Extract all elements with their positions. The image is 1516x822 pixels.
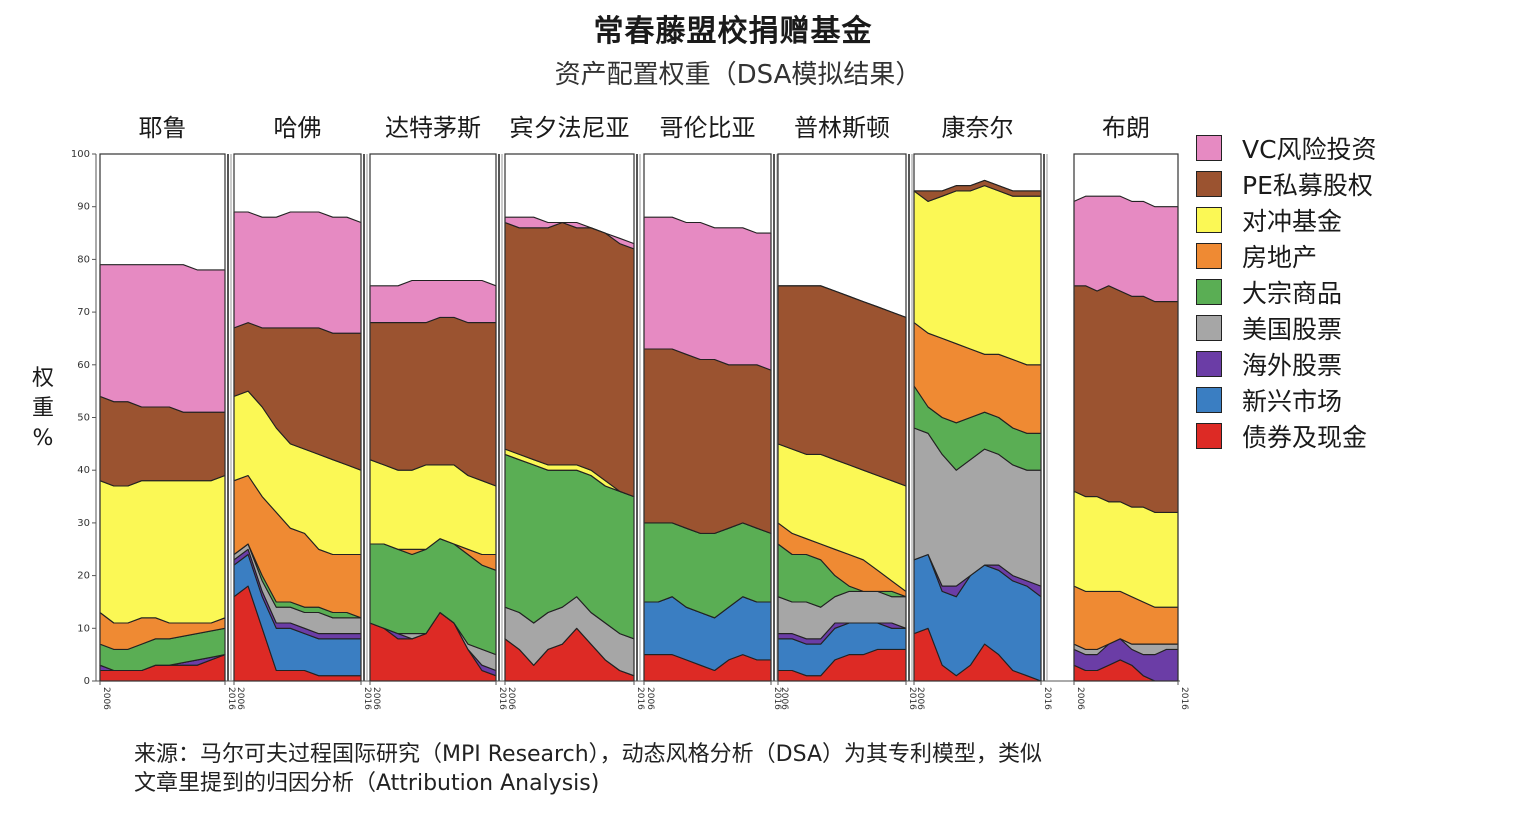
panel: 哥伦比亚 2006 2016 bbox=[643, 114, 782, 710]
panel: 布朗 2006 2016 bbox=[1073, 114, 1189, 710]
panel-frame bbox=[504, 153, 635, 682]
y-tick-label: 70 bbox=[77, 307, 90, 318]
x-tick-label: 2006 bbox=[101, 687, 111, 710]
x-tick-label: 2006 bbox=[779, 687, 789, 710]
y-tick-label: 100 bbox=[71, 149, 90, 160]
legend-swatch bbox=[1196, 351, 1222, 377]
source-line: 文章里提到的归因分析（Attribution Analysis) bbox=[134, 771, 600, 796]
y-axis-label: 权 重 % bbox=[28, 364, 58, 454]
panel-frame bbox=[777, 153, 907, 682]
y-axis-label-char: 权 bbox=[31, 366, 54, 391]
panel-frame bbox=[1073, 153, 1179, 682]
legend-swatch bbox=[1196, 243, 1222, 269]
source-line: 来源：马尔可夫过程国际研究（MPI Research），动态风格分析（DSA）为… bbox=[134, 742, 1043, 767]
y-tick-label: 80 bbox=[77, 254, 90, 265]
chart-subtitle: 资产配置权重（DSA模拟结果） bbox=[554, 60, 922, 90]
x-tick-label: 2016 bbox=[635, 687, 645, 710]
legend-swatch bbox=[1196, 315, 1222, 341]
panel: 康奈尔 2006 2016 bbox=[913, 114, 1052, 710]
panel: 达特茅斯 2006 2016 bbox=[369, 114, 507, 710]
panel: 宾夕法尼亚 2006 2016 bbox=[504, 114, 645, 710]
area-2 bbox=[99, 474, 226, 624]
area-1 bbox=[369, 316, 497, 487]
legend-swatch bbox=[1196, 171, 1222, 197]
panel-frame bbox=[643, 153, 772, 682]
panel-title: 康奈尔 bbox=[942, 114, 1014, 142]
panel-frame bbox=[913, 153, 1042, 682]
legend-label: 新兴市场 bbox=[1242, 387, 1343, 416]
source-note: 来源：马尔可夫过程国际研究（MPI Research），动态风格分析（DSA）为… bbox=[134, 740, 1042, 798]
x-tick-label: 2006 bbox=[915, 687, 925, 710]
legend-label: 大宗商品 bbox=[1242, 279, 1343, 308]
legend-item: 债券及现金 bbox=[1196, 418, 1377, 454]
panel-title: 耶鲁 bbox=[139, 114, 187, 142]
panel-title: 宾夕法尼亚 bbox=[510, 114, 630, 142]
legend-swatch bbox=[1196, 207, 1222, 233]
y-tick-label: 10 bbox=[77, 623, 90, 634]
area-0 bbox=[369, 279, 497, 324]
panel-title: 达特茅斯 bbox=[385, 114, 481, 142]
legend-item: 对冲基金 bbox=[1196, 202, 1377, 238]
panel-title: 布朗 bbox=[1102, 114, 1150, 142]
legend-label: 对冲基金 bbox=[1242, 207, 1343, 236]
area-0 bbox=[99, 264, 226, 413]
legend-label: 美国股票 bbox=[1242, 315, 1343, 344]
legend-item: 新兴市场 bbox=[1196, 382, 1377, 418]
panel-title: 普林斯顿 bbox=[794, 114, 890, 142]
x-tick-label: 2016 bbox=[1179, 687, 1189, 710]
panel-title: 哈佛 bbox=[274, 114, 322, 142]
area-0 bbox=[233, 211, 362, 334]
x-tick-label: 2006 bbox=[1075, 687, 1085, 710]
x-tick-label: 2016 bbox=[362, 687, 372, 710]
legend-label: 房地产 bbox=[1242, 243, 1318, 272]
y-tick-label: 90 bbox=[77, 202, 90, 213]
y-tick-label: 30 bbox=[77, 518, 90, 529]
panel: 哈佛 2006 2016 bbox=[233, 114, 372, 710]
legend-swatch bbox=[1196, 135, 1222, 161]
y-axis-label-char: 重 bbox=[31, 396, 54, 421]
y-tick-label: 20 bbox=[77, 571, 90, 582]
legend-item: VC风险投资 bbox=[1196, 130, 1377, 166]
area-0 bbox=[1073, 195, 1179, 303]
x-tick-label: 2016 bbox=[497, 687, 507, 710]
y-tick-label: 60 bbox=[77, 360, 90, 371]
x-tick-label: 2006 bbox=[645, 687, 655, 710]
area-1 bbox=[1073, 285, 1179, 513]
panel-frame bbox=[233, 153, 362, 682]
x-tick-label: 2006 bbox=[235, 687, 245, 710]
legend-item: 美国股票 bbox=[1196, 310, 1377, 346]
x-tick-label: 2016 bbox=[1042, 687, 1052, 710]
area-1 bbox=[643, 348, 772, 534]
y-axis-label-char: % bbox=[32, 426, 54, 451]
y-tick-label: 50 bbox=[77, 413, 90, 424]
x-tick-label: 2016 bbox=[907, 687, 917, 710]
legend-swatch bbox=[1196, 279, 1222, 305]
legend-item: 房地产 bbox=[1196, 238, 1377, 274]
panel: 普林斯顿 2006 2016 bbox=[777, 114, 917, 710]
legend: VC风险投资 PE私募股权 对冲基金 房地产 大宗商品 美国股票 海外股票 新兴… bbox=[1196, 130, 1377, 454]
y-tick-label: 0 bbox=[84, 676, 90, 687]
legend-label: VC风险投资 bbox=[1242, 135, 1377, 164]
legend-item: PE私募股权 bbox=[1196, 166, 1377, 202]
legend-item: 大宗商品 bbox=[1196, 274, 1377, 310]
x-tick-label: 2016 bbox=[772, 687, 782, 710]
panel: 耶鲁 2006 2016 bbox=[99, 114, 236, 710]
panel-frame bbox=[99, 153, 226, 682]
legend-swatch bbox=[1196, 423, 1222, 449]
x-tick-label: 2016 bbox=[226, 687, 236, 710]
legend-label: 海外股票 bbox=[1242, 351, 1343, 380]
x-tick-label: 2006 bbox=[506, 687, 516, 710]
legend-label: 债券及现金 bbox=[1242, 423, 1368, 452]
legend-item: 海外股票 bbox=[1196, 346, 1377, 382]
legend-label: PE私募股权 bbox=[1242, 171, 1373, 200]
area-0 bbox=[643, 216, 772, 371]
panel-frame bbox=[369, 153, 497, 682]
area-1 bbox=[504, 221, 635, 498]
x-tick-label: 2006 bbox=[371, 687, 381, 710]
chart-title: 常春藤盟校捐赠基金 bbox=[593, 14, 873, 49]
legend-swatch bbox=[1196, 387, 1222, 413]
panel-title: 哥伦比亚 bbox=[660, 114, 756, 142]
y-tick-label: 40 bbox=[77, 465, 90, 476]
